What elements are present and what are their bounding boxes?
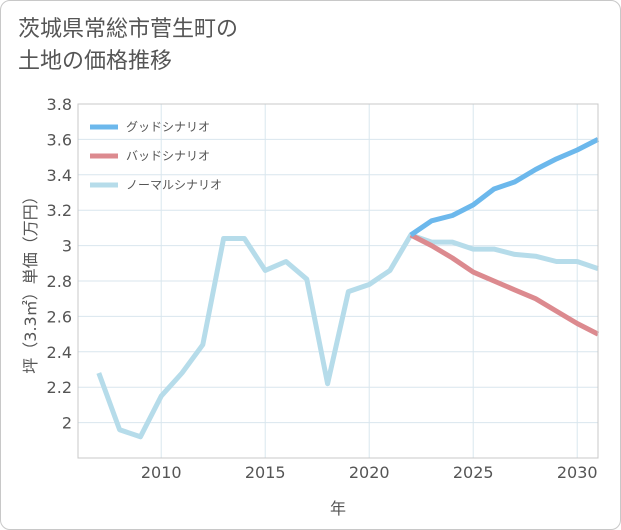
series-line-1 — [409, 232, 600, 337]
chart-title-line-1: 茨城県常総市菅生町の — [18, 17, 239, 42]
y-axis-title: 坪（3.3㎡）単価（万円） — [21, 188, 40, 373]
x-tick-labels: 2010 2015 2020 2025 2030 — [141, 463, 598, 482]
y-tick-label: 2.6 — [47, 307, 72, 326]
y-tick-label: 3.6 — [47, 130, 72, 149]
x-tick-label: 2010 — [141, 463, 182, 482]
grid-lines — [78, 103, 598, 458]
series-line-0 — [409, 137, 600, 238]
legend-label-2: ノーマルシナリオ — [126, 178, 222, 192]
x-tick-label: 2020 — [349, 463, 390, 482]
x-tick-label: 2025 — [453, 463, 494, 482]
y-tick-label: 3.8 — [47, 95, 72, 114]
x-tick-label: 2015 — [245, 463, 286, 482]
y-tick-label: 3 — [62, 237, 72, 256]
y-tick-label: 2 — [62, 414, 72, 433]
series-line-2 — [96, 232, 599, 440]
series-lines — [96, 137, 600, 440]
y-tick-label: 2.8 — [47, 272, 72, 291]
chart-title-line-2: 土地の価格推移 — [18, 49, 173, 74]
y-tick-label: 3.4 — [47, 166, 72, 185]
y-tick-labels: 2 2.2 2.4 2.6 2.8 3 3.2 3.4 3.6 3.8 — [47, 95, 72, 433]
y-tick-label: 2.4 — [47, 343, 72, 362]
y-tick-label: 2.2 — [47, 378, 72, 397]
y-tick-label: 3.2 — [47, 201, 72, 220]
x-axis-title: 年 — [330, 499, 346, 518]
x-tick-label: 2030 — [557, 463, 598, 482]
plot-frame — [77, 103, 599, 459]
chart-title: 茨城県常総市菅生町の 土地の価格推移 — [18, 14, 238, 78]
legend-label-1: バッドシナリオ — [126, 149, 210, 163]
legend-label-0: グッドシナリオ — [126, 120, 210, 134]
